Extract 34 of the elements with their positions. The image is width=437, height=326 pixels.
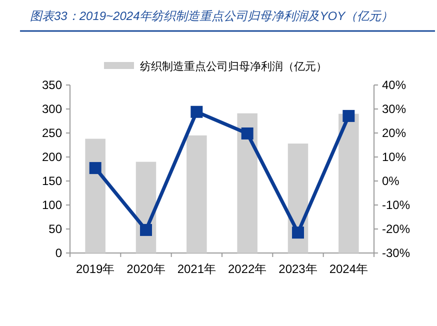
y2-tick-label: -20% (382, 222, 410, 236)
chart-title: 图表33：2019~2024年纺织制造重点公司归母净利润及YOY（亿元） (30, 9, 394, 23)
x-tick-label: 2020年 (126, 262, 166, 276)
y-tick-label: 200 (42, 150, 62, 164)
x-tick-label: 2022年 (228, 262, 267, 276)
bar (237, 113, 258, 253)
point (140, 224, 152, 236)
point (89, 162, 102, 174)
y2-tick-label: 30% (382, 102, 406, 116)
y2-tick-label: -30% (382, 246, 410, 260)
y-tick-label: 100 (42, 198, 62, 212)
y-tick-label: 50 (48, 222, 62, 236)
y2-tick-label: -10% (382, 198, 410, 212)
point (292, 226, 304, 239)
legend-label: 纺织制造重点公司归母净利润（亿元） (140, 60, 327, 73)
y-tick-label: 150 (42, 174, 62, 188)
y-tick-label: 350 (42, 78, 62, 92)
point (190, 106, 203, 118)
y-tick-label: 300 (42, 102, 62, 116)
point (342, 110, 355, 122)
x-tick-label: 2024年 (329, 262, 368, 276)
bar (85, 138, 106, 253)
x-tick-label: 2023年 (278, 262, 318, 276)
y2-tick-label: 20% (382, 126, 406, 140)
y2-tick-label: 10% (382, 150, 406, 164)
y-tick-label: 0 (55, 246, 62, 260)
x-tick-label: 2019年 (76, 262, 115, 276)
bar (338, 114, 359, 253)
point (241, 127, 254, 140)
y-tick-label: 250 (42, 126, 62, 140)
x-tick-label: 2021年 (177, 262, 216, 276)
y2-tick-label: 40% (382, 78, 406, 92)
bar (186, 135, 207, 253)
y2-tick-label: 0% (382, 174, 400, 188)
